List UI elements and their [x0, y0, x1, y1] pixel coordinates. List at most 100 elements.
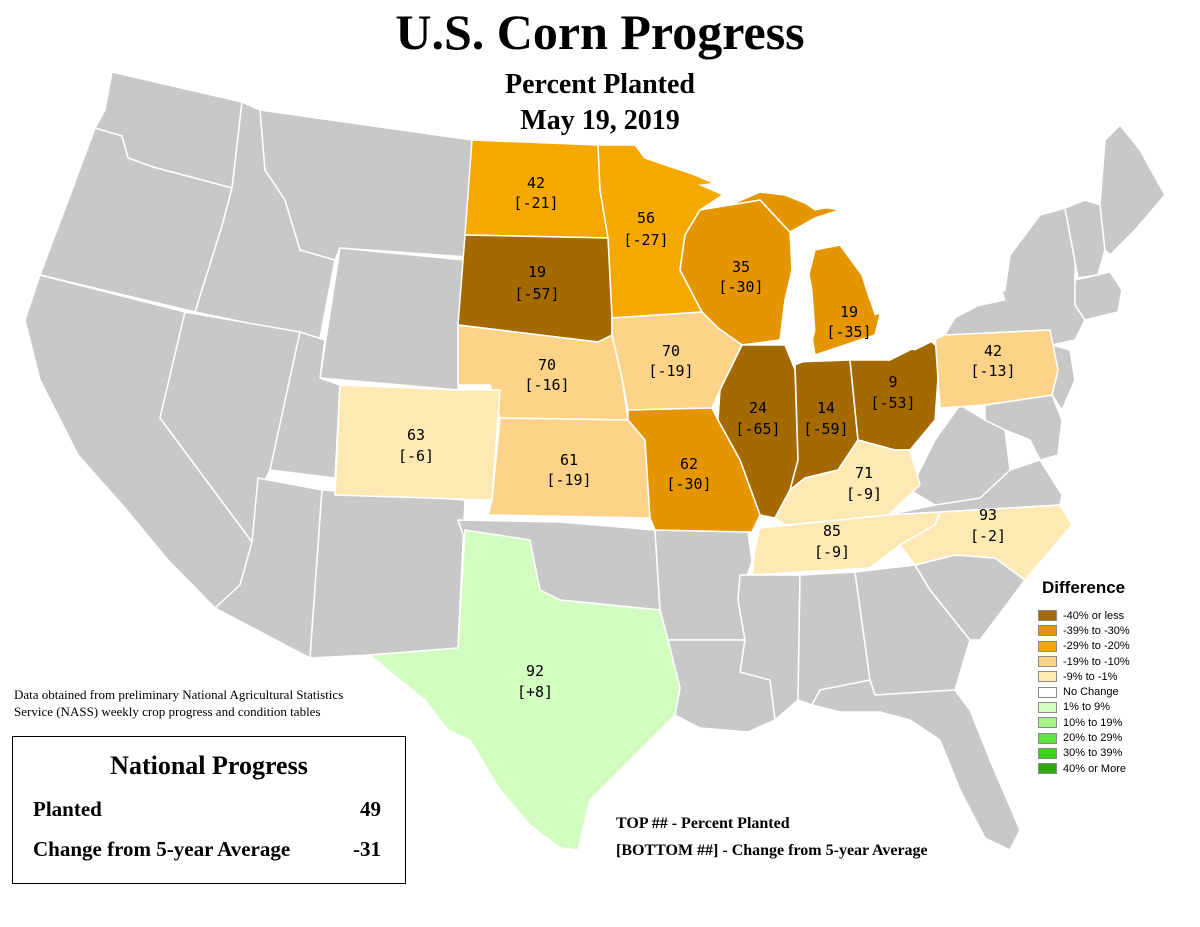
national-change-value: -31 — [353, 837, 381, 861]
label-indiana-change: [-59] — [803, 420, 848, 438]
state-texas — [369, 529, 681, 851]
legend-label: 20% to 29% — [1063, 732, 1123, 745]
data-states — [334, 139, 1073, 851]
label-north-dakota-planted: 42 — [527, 174, 545, 192]
label-kansas-change: [-19] — [546, 471, 591, 489]
label-kentucky-planted: 71 — [855, 464, 873, 482]
national-change-label: Change from 5-year Average — [33, 837, 291, 861]
map-date: May 19, 2019 — [520, 105, 680, 136]
legend-item: -19% to -10% — [1038, 654, 1130, 669]
label-michigan-planted: 19 — [840, 303, 858, 321]
label-key: TOP ## - Percent Planted [BOTTOM ##] - C… — [616, 810, 928, 864]
label-nebraska-change: [-16] — [524, 376, 569, 394]
label-illinois-planted: 24 — [749, 399, 767, 417]
label-texas-planted: 92 — [526, 662, 544, 680]
national-planted-row: Planted 49 — [33, 797, 381, 822]
source-note-line-1: Data obtained from preliminary National … — [14, 687, 344, 702]
legend-item: -9% to -1% — [1038, 669, 1130, 684]
label-kentucky-change: [-9] — [846, 485, 882, 503]
no-data-states — [24, 71, 1166, 851]
state-maryland-delaware — [984, 394, 1063, 461]
national-planted-value: 49 — [360, 797, 381, 821]
legend-item: 20% to 29% — [1038, 730, 1130, 745]
legend-label: No Change — [1063, 686, 1119, 699]
lake-erie — [888, 308, 962, 351]
legend-label: -39% to -30% — [1063, 624, 1130, 637]
legend-item: 30% to 39% — [1038, 746, 1130, 761]
legend-item: -40% or less — [1038, 608, 1130, 623]
label-iowa-planted: 70 — [662, 342, 680, 360]
label-pennsylvania-change: [-13] — [970, 362, 1015, 380]
legend-items: -40% or less -39% to -30% -29% to -20% -19%… — [1038, 608, 1130, 776]
label-north-carolina-planted: 93 — [979, 506, 997, 524]
lake-michigan — [789, 233, 816, 366]
label-north-carolina-change: [-2] — [970, 527, 1006, 545]
state-north-carolina — [899, 504, 1073, 581]
label-colorado-planted: 63 — [407, 426, 425, 444]
legend-swatch — [1038, 701, 1057, 713]
legend-label: -40% or less — [1063, 609, 1125, 622]
label-minnesota-change: [-27] — [623, 231, 668, 249]
label-minnesota-planted: 56 — [637, 209, 655, 227]
legend-swatch — [1038, 640, 1057, 652]
legend-label: 10% to 19% — [1063, 716, 1123, 729]
legend-swatch — [1038, 747, 1057, 759]
label-south-dakota-planted: 19 — [528, 263, 546, 281]
label-iowa-change: [-19] — [648, 362, 693, 380]
state-new-york — [939, 207, 1086, 346]
lake-huron — [841, 214, 896, 316]
legend: Difference -40% or less -39% to -30% -29% … — [1038, 578, 1130, 776]
state-colorado — [334, 384, 501, 501]
state-new-mexico — [309, 489, 466, 659]
key-bottom: [BOTTOM ##] - Change from 5-year Average — [616, 842, 928, 859]
label-michigan-change: [-35] — [826, 323, 871, 341]
great-lakes — [698, 177, 1006, 366]
state-mass-ct-ri — [1074, 271, 1123, 321]
state-maine — [1099, 124, 1166, 256]
source-note-line-2: Service (NASS) weekly crop progress and … — [14, 704, 321, 719]
state-labels: 42 [-21] 56 [-27] 19 [-57] 35 [-30] 19 [… — [398, 174, 1016, 701]
label-texas-change: [+8] — [517, 683, 553, 701]
state-iowa — [611, 311, 743, 411]
legend-label: 1% to 9% — [1063, 701, 1111, 714]
state-pennsylvania — [934, 329, 1059, 409]
label-kansas-planted: 61 — [560, 451, 578, 469]
label-indiana-planted: 14 — [817, 399, 835, 417]
legend-swatch — [1038, 656, 1057, 668]
label-tennessee-planted: 85 — [823, 522, 841, 540]
legend-label: 30% to 39% — [1063, 747, 1123, 760]
national-planted-label: Planted — [33, 797, 102, 821]
label-nebraska-planted: 70 — [538, 356, 556, 374]
legend-label: 40% or More — [1063, 762, 1126, 775]
label-missouri-change: [-30] — [666, 475, 711, 493]
national-progress-title: National Progress — [110, 751, 308, 780]
legend-label: -29% to -20% — [1063, 640, 1130, 653]
map-subtitle: Percent Planted — [505, 69, 695, 100]
map-title: U.S. Corn Progress — [395, 4, 805, 60]
legend-swatch — [1038, 671, 1057, 683]
legend-item: 1% to 9% — [1038, 700, 1130, 715]
key-top: TOP ## - Percent Planted — [616, 815, 790, 832]
state-florida — [811, 679, 1021, 851]
label-colorado-change: [-6] — [398, 447, 434, 465]
legend-label: -9% to -1% — [1063, 670, 1118, 683]
legend-swatch — [1038, 610, 1057, 622]
legend-item: 10% to 19% — [1038, 715, 1130, 730]
national-change-row: Change from 5-year Average -31 — [33, 837, 381, 862]
label-tennessee-change: [-9] — [814, 543, 850, 561]
label-south-dakota-change: [-57] — [514, 285, 559, 303]
state-missouri — [627, 407, 761, 533]
legend-swatch — [1038, 763, 1057, 775]
label-missouri-planted: 62 — [680, 455, 698, 473]
label-illinois-change: [-65] — [735, 420, 780, 438]
lake-superior — [698, 177, 847, 211]
label-pennsylvania-planted: 42 — [984, 342, 1002, 360]
legend-swatch — [1038, 625, 1057, 637]
legend-item: -39% to -30% — [1038, 623, 1130, 638]
label-north-dakota-change: [-21] — [513, 194, 558, 212]
state-arkansas — [654, 529, 753, 641]
legend-item: -29% to -20% — [1038, 639, 1130, 654]
legend-swatch — [1038, 732, 1057, 744]
national-progress-box: National Progress Planted 49 Change from… — [12, 736, 406, 884]
label-wisconsin-change: [-30] — [718, 278, 763, 296]
